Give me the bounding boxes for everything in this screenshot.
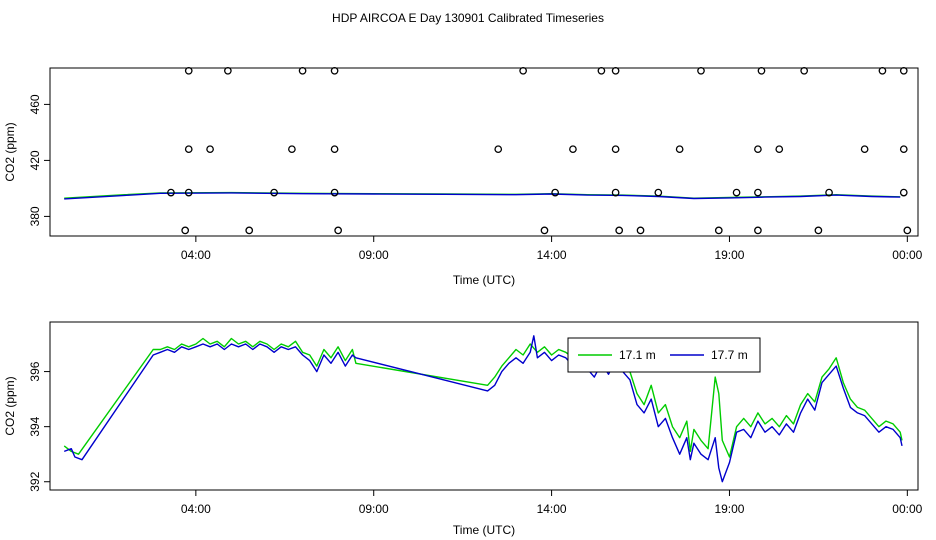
data-marker (814, 226, 823, 235)
bottom-series-lines (63, 335, 903, 483)
x-tick-label: 09:00 (359, 502, 389, 516)
data-marker (754, 188, 762, 197)
page-title: HDP AIRCOA E Day 130901 Calibrated Times… (332, 11, 604, 25)
x-tick-label: 00:00 (892, 248, 922, 262)
data-marker (697, 66, 705, 75)
data-marker (636, 226, 645, 235)
data-marker (754, 226, 762, 235)
data-marker (611, 145, 620, 154)
series-line-2 (64, 192, 901, 200)
bottom-x-axis-label: Time (UTC) (453, 523, 515, 537)
data-marker (714, 226, 723, 235)
top-x-axis-label: Time (UTC) (453, 273, 515, 287)
data-marker (334, 226, 342, 235)
data-marker (611, 66, 620, 75)
series-line-1 (63, 337, 903, 458)
data-marker (184, 145, 193, 154)
data-marker (181, 226, 190, 235)
x-tick-label: 09:00 (359, 248, 389, 262)
data-marker (288, 145, 296, 154)
bottom-panel: 04:00 09:00 14:00 19:00 00:00 392 394 396 Time… (3, 321, 923, 537)
top-x-axis: 04:00 09:00 14:00 19:00 00:00 (181, 236, 923, 262)
x-tick-label: 19:00 (714, 248, 744, 262)
top-series-lines (64, 191, 901, 200)
x-tick-label: 04:00 (181, 502, 211, 516)
y-tick-label: 396 (28, 361, 42, 381)
x-tick-label: 19:00 (714, 502, 744, 516)
chart-legend: 17.1 m 17.7 m (567, 337, 761, 373)
data-marker (775, 145, 784, 154)
top-panel: 04:00 09:00 14:00 19:00 00:00 380 420 460 Time… (3, 66, 923, 287)
data-marker (270, 188, 278, 197)
data-marker (330, 188, 339, 197)
data-marker (899, 188, 908, 197)
y-tick-label: 394 (28, 416, 42, 436)
y-tick-label: 380 (28, 206, 42, 226)
data-marker (878, 66, 887, 75)
data-marker (800, 66, 809, 75)
top-plot-frame (49, 67, 919, 237)
data-marker (298, 66, 307, 75)
bottom-x-axis: 04:00 09:00 14:00 19:00 00:00 (181, 490, 923, 516)
data-marker (899, 145, 908, 154)
y-tick-label: 392 (28, 471, 42, 491)
data-marker (494, 145, 503, 154)
x-tick-label: 04:00 (181, 248, 211, 262)
data-marker (519, 66, 527, 75)
data-marker (206, 145, 214, 154)
data-marker (899, 66, 908, 75)
data-marker (675, 145, 684, 154)
data-marker (732, 188, 741, 197)
x-tick-label: 00:00 (892, 502, 922, 516)
data-marker (330, 66, 339, 75)
data-marker (540, 226, 549, 235)
x-tick-label: 14:00 (537, 502, 567, 516)
data-marker (224, 66, 232, 75)
data-marker (184, 188, 193, 197)
bottom-y-axis-label: CO2 (ppm) (3, 376, 17, 435)
data-marker (757, 66, 766, 75)
data-marker (654, 188, 663, 197)
bottom-plot-frame (49, 321, 919, 491)
bottom-y-axis: 392 394 396 (28, 361, 50, 492)
data-marker (860, 145, 869, 154)
y-tick-label: 420 (28, 150, 42, 170)
data-marker (611, 188, 620, 197)
top-y-axis-label: CO2 (ppm) (3, 122, 17, 181)
data-marker (569, 145, 577, 154)
data-marker (551, 188, 559, 197)
top-y-axis: 380 420 460 (28, 94, 50, 226)
series-line-2 (63, 335, 903, 483)
data-marker (597, 66, 606, 75)
data-marker (825, 188, 833, 197)
x-tick-label: 14:00 (537, 248, 567, 262)
data-marker (184, 66, 193, 75)
top-markers (167, 66, 912, 235)
data-marker (167, 188, 175, 197)
legend-entry-17-1-m: 17.1 m (619, 348, 656, 362)
data-marker (245, 226, 254, 235)
y-tick-label: 460 (28, 94, 42, 114)
data-marker (330, 145, 339, 154)
data-marker (903, 226, 912, 235)
legend-entry-17-7-m: 17.7 m (711, 348, 748, 362)
data-marker (754, 145, 762, 154)
data-marker (615, 226, 624, 235)
